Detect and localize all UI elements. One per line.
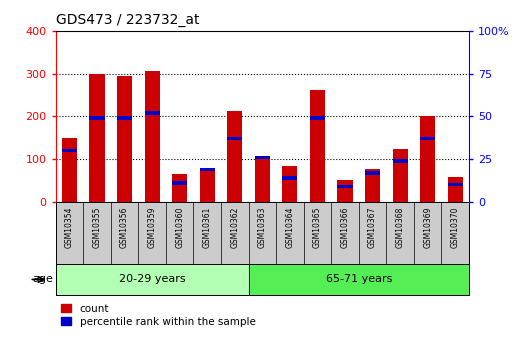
Bar xyxy=(448,177,463,202)
Text: GSM10354: GSM10354 xyxy=(65,207,74,248)
Bar xyxy=(117,76,132,202)
Bar xyxy=(365,169,380,202)
Text: 20-29 years: 20-29 years xyxy=(119,275,186,284)
Bar xyxy=(172,181,187,185)
Bar xyxy=(282,176,297,180)
Bar xyxy=(90,117,104,120)
Bar xyxy=(420,116,435,202)
Text: 65-71 years: 65-71 years xyxy=(325,275,392,284)
Text: GSM10359: GSM10359 xyxy=(148,207,156,248)
Bar xyxy=(145,71,160,202)
Text: GSM10363: GSM10363 xyxy=(258,207,267,248)
Bar xyxy=(420,137,435,140)
Bar xyxy=(90,74,104,202)
Text: GSM10369: GSM10369 xyxy=(423,207,432,248)
Bar xyxy=(255,156,270,159)
Bar xyxy=(200,170,215,202)
Bar xyxy=(365,171,380,175)
Text: GSM10364: GSM10364 xyxy=(286,207,294,248)
Text: GSM10365: GSM10365 xyxy=(313,207,322,248)
Legend: count, percentile rank within the sample: count, percentile rank within the sample xyxy=(61,304,255,327)
Text: GSM10370: GSM10370 xyxy=(451,207,460,248)
Bar xyxy=(56,264,249,295)
Bar xyxy=(227,137,242,140)
Bar xyxy=(200,168,215,171)
Bar xyxy=(310,117,325,120)
Text: GDS473 / 223732_at: GDS473 / 223732_at xyxy=(56,13,199,27)
Bar xyxy=(282,166,297,202)
Bar xyxy=(338,185,352,188)
Text: GSM10362: GSM10362 xyxy=(231,207,239,248)
Text: GSM10360: GSM10360 xyxy=(175,207,184,248)
Text: age: age xyxy=(32,275,53,284)
Bar xyxy=(393,149,408,202)
Bar xyxy=(145,111,160,115)
Bar xyxy=(255,159,270,202)
Bar xyxy=(227,111,242,202)
Text: GSM10356: GSM10356 xyxy=(120,207,129,248)
Bar xyxy=(338,180,352,202)
Bar xyxy=(393,159,408,162)
Text: GSM10366: GSM10366 xyxy=(341,207,349,248)
Text: GSM10367: GSM10367 xyxy=(368,207,377,248)
Bar xyxy=(310,90,325,202)
Text: GSM10355: GSM10355 xyxy=(93,207,101,248)
Bar xyxy=(249,264,469,295)
Bar xyxy=(62,149,77,152)
Bar xyxy=(448,183,463,186)
Text: GSM10361: GSM10361 xyxy=(203,207,211,248)
Bar xyxy=(117,117,132,120)
Bar xyxy=(62,138,77,202)
Text: GSM10368: GSM10368 xyxy=(396,207,404,248)
Bar xyxy=(172,174,187,202)
